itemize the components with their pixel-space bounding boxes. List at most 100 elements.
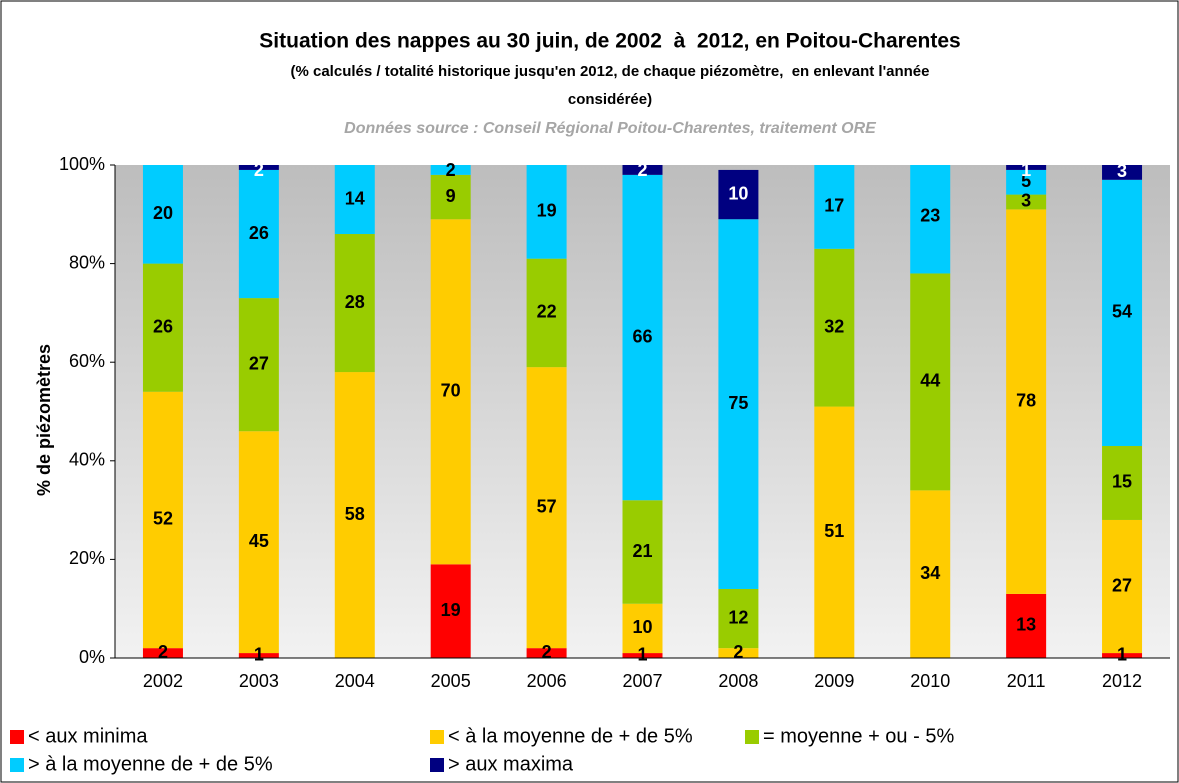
bar-segment: [622, 174, 663, 501]
bar-segment: [718, 648, 759, 658]
chart-title: Situation des nappes au 30 juin, de 2002…: [259, 30, 960, 53]
data-label: 19: [441, 600, 461, 620]
legend-swatch: [10, 730, 24, 744]
bar-segment: [910, 490, 951, 658]
x-tick-label: 2002: [143, 671, 183, 691]
bar-segment: [622, 603, 663, 654]
data-label: 23: [920, 206, 940, 226]
legend-label: < à la moyenne de + de 5%: [448, 725, 693, 747]
bar-segment: [526, 165, 567, 259]
data-label: 27: [1112, 575, 1132, 595]
chart-subtitle: (% calculés / totalité historique jusqu'…: [291, 63, 930, 80]
bar-segment: [430, 165, 471, 175]
bar-segment: [526, 367, 567, 649]
data-label: 2: [542, 642, 552, 662]
data-label: 1: [1117, 644, 1127, 664]
data-label: 28: [345, 292, 365, 312]
x-tick-label: 2005: [431, 671, 471, 691]
y-tick-label: 100%: [59, 154, 105, 174]
y-tick-label: 0%: [79, 647, 105, 667]
data-label: 22: [537, 302, 557, 322]
data-label: 1: [254, 644, 264, 664]
legend-label: < aux minima: [28, 725, 148, 747]
bar-segment: [430, 174, 471, 220]
bar-segment: [238, 298, 279, 432]
bar-segment: [1102, 165, 1143, 180]
bar-segment: [718, 219, 759, 589]
bar-segment: [1102, 519, 1143, 654]
data-label: 1: [1021, 160, 1031, 180]
data-label: 66: [632, 326, 652, 346]
bar-segment: [622, 653, 663, 658]
data-label: 3: [1117, 161, 1127, 181]
bar-segment: [334, 165, 375, 235]
data-label: 17: [824, 196, 844, 216]
bar-segment: [526, 648, 567, 658]
bar-segment: [142, 648, 183, 658]
chart-subtitle: considérée): [568, 91, 652, 108]
x-tick-label: 2011: [1007, 671, 1046, 691]
data-label: 45: [249, 531, 269, 551]
data-label: 32: [824, 316, 844, 336]
bar-segment: [622, 165, 663, 175]
legend-label: > aux maxima: [448, 753, 574, 775]
data-label: 15: [1112, 472, 1132, 492]
bar-segment: [142, 263, 183, 392]
bar-segment: [238, 653, 279, 658]
legend-swatch: [430, 730, 444, 744]
data-label: 26: [249, 223, 269, 243]
x-tick-label: 2007: [622, 671, 662, 691]
y-tick-label: 80%: [69, 252, 105, 272]
bar-segment: [238, 169, 279, 299]
legend-swatch: [430, 758, 444, 772]
bar-segment: [718, 169, 759, 220]
data-label: 78: [1016, 390, 1036, 410]
bar-segment: [814, 165, 855, 249]
bar-segment: [1006, 169, 1047, 195]
bar-segment: [1006, 593, 1047, 658]
bar-segment: [910, 273, 951, 491]
x-tick-label: 2003: [239, 671, 279, 691]
bar-segment: [142, 391, 183, 649]
bar-segment: [526, 258, 567, 368]
legend-swatch: [745, 730, 759, 744]
data-label: 75: [728, 393, 748, 413]
data-label: 57: [537, 496, 557, 516]
data-label: 44: [920, 371, 940, 391]
data-label: 9: [446, 186, 456, 206]
y-axis-label: % de piézomètres: [34, 344, 54, 496]
y-tick-label: 40%: [69, 450, 105, 470]
bar-segment: [1006, 165, 1047, 170]
x-tick-label: 2008: [718, 671, 758, 691]
data-label: 34: [920, 563, 940, 583]
chart-source: Données source : Conseil Régional Poitou…: [344, 120, 877, 137]
x-tick-label: 2012: [1102, 671, 1142, 691]
bar-segment: [334, 234, 375, 373]
bar-segment: [814, 406, 855, 658]
data-label: 1: [637, 644, 647, 664]
bar-segment: [814, 248, 855, 407]
bar-segment: [910, 165, 951, 274]
x-tick-label: 2006: [527, 671, 567, 691]
legend-label: = moyenne + ou - 5%: [763, 725, 954, 747]
data-label: 2: [637, 160, 647, 180]
data-label: 52: [153, 509, 173, 529]
bar-segment: [1102, 446, 1143, 520]
data-label: 21: [632, 541, 652, 561]
bar-segment: [1102, 653, 1143, 658]
data-label: 70: [441, 381, 461, 401]
data-label: 5: [1021, 171, 1031, 191]
legend-label: > à la moyenne de + de 5%: [28, 753, 273, 775]
data-label: 2: [733, 642, 743, 662]
x-tick-label: 2004: [335, 671, 375, 691]
bar-segment: [1102, 179, 1143, 447]
data-label: 3: [1021, 191, 1031, 211]
data-label: 26: [153, 316, 173, 336]
data-label: 20: [153, 203, 173, 223]
data-label: 27: [249, 353, 269, 373]
bar-segment: [1006, 209, 1047, 594]
bar-segment: [1006, 194, 1047, 210]
bar-segment: [238, 165, 279, 170]
bar-segment: [142, 165, 183, 264]
data-label: 14: [345, 188, 365, 208]
